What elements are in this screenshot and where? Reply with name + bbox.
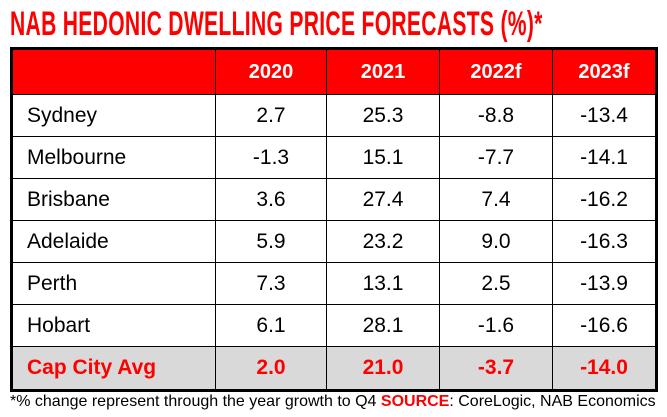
header-2022f: 2022f (439, 48, 553, 95)
value-cell: 25.3 (326, 94, 440, 137)
value-cell: 5.9 (215, 220, 327, 263)
value-cell: 7.3 (215, 262, 327, 305)
table-row: Cap City Avg 2.0 21.0 -3.7 -14.0 (11, 346, 657, 391)
value-cell: 2.7 (215, 94, 327, 137)
value-cell: -16.6 (552, 304, 657, 347)
value-cell: -14.0 (552, 346, 657, 391)
value-cell: -13.4 (552, 94, 657, 137)
table-row: Melbourne -1.3 15.1 -7.7 -14.1 (11, 136, 657, 179)
value-cell: 6.1 (215, 304, 327, 347)
header-2021: 2021 (326, 48, 440, 95)
city-cell: Hobart (11, 304, 216, 347)
city-cell: Brisbane (11, 178, 216, 221)
header-2020: 2020 (215, 48, 327, 95)
value-cell: 13.1 (326, 262, 440, 305)
page-title: NAB HEDONIC DWELLING PRICE FORECASTS (%)… (10, 5, 543, 43)
city-cell: Cap City Avg (11, 346, 216, 391)
value-cell: 9.0 (439, 220, 553, 263)
value-cell: 28.1 (326, 304, 440, 347)
forecast-table: 2020 2021 2022f 2023f Sydney 2.7 25.3 -8.8-… (10, 47, 658, 392)
table-row: Perth 7.3 13.1 2.5 -13.9 (11, 262, 657, 305)
value-cell: 21.0 (326, 346, 440, 391)
value-cell: -16.3 (552, 220, 657, 263)
city-cell: Perth (11, 262, 216, 305)
value-cell: 3.6 (215, 178, 327, 221)
value-cell: 27.4 (326, 178, 440, 221)
value-cell: -7.7 (439, 136, 553, 179)
footnote-note: *% change represent through the year gro… (10, 393, 381, 410)
value-cell: 2.5 (439, 262, 553, 305)
value-cell: -3.7 (439, 346, 553, 391)
header-2023f: 2023f (552, 48, 657, 95)
table-row: Brisbane 3.6 27.4 7.4 -16.2 (11, 178, 657, 221)
header-city (11, 48, 216, 95)
value-cell: -14.1 (552, 136, 657, 179)
city-cell: Melbourne (11, 136, 216, 179)
value-cell: -13.9 (552, 262, 657, 305)
value-cell: 15.1 (326, 136, 440, 179)
value-cell: 7.4 (439, 178, 553, 221)
source-text: : CoreLogic, NAB Economics (449, 393, 656, 410)
footnote: *% change represent through the year gro… (10, 393, 656, 411)
table-row: Sydney 2.7 25.3 -8.8 -13.4 (11, 94, 657, 137)
value-cell: 2.0 (215, 346, 327, 391)
city-cell: Sydney (11, 94, 216, 137)
table-row: Hobart 6.1 28.1 -1.6 -16.6 (11, 304, 657, 347)
value-cell: -16.2 (552, 178, 657, 221)
value-cell: 23.2 (326, 220, 440, 263)
value-cell: -8.8 (439, 94, 553, 137)
source-label: SOURCE (380, 393, 450, 410)
table-row: Adelaide 5.9 23.2 9.0 -16.3 (11, 220, 657, 263)
city-cell: Adelaide (11, 220, 216, 263)
value-cell: -1.3 (215, 136, 327, 179)
table-header-row: 2020 2021 2022f 2023f (11, 48, 657, 95)
value-cell: -1.6 (439, 304, 553, 347)
